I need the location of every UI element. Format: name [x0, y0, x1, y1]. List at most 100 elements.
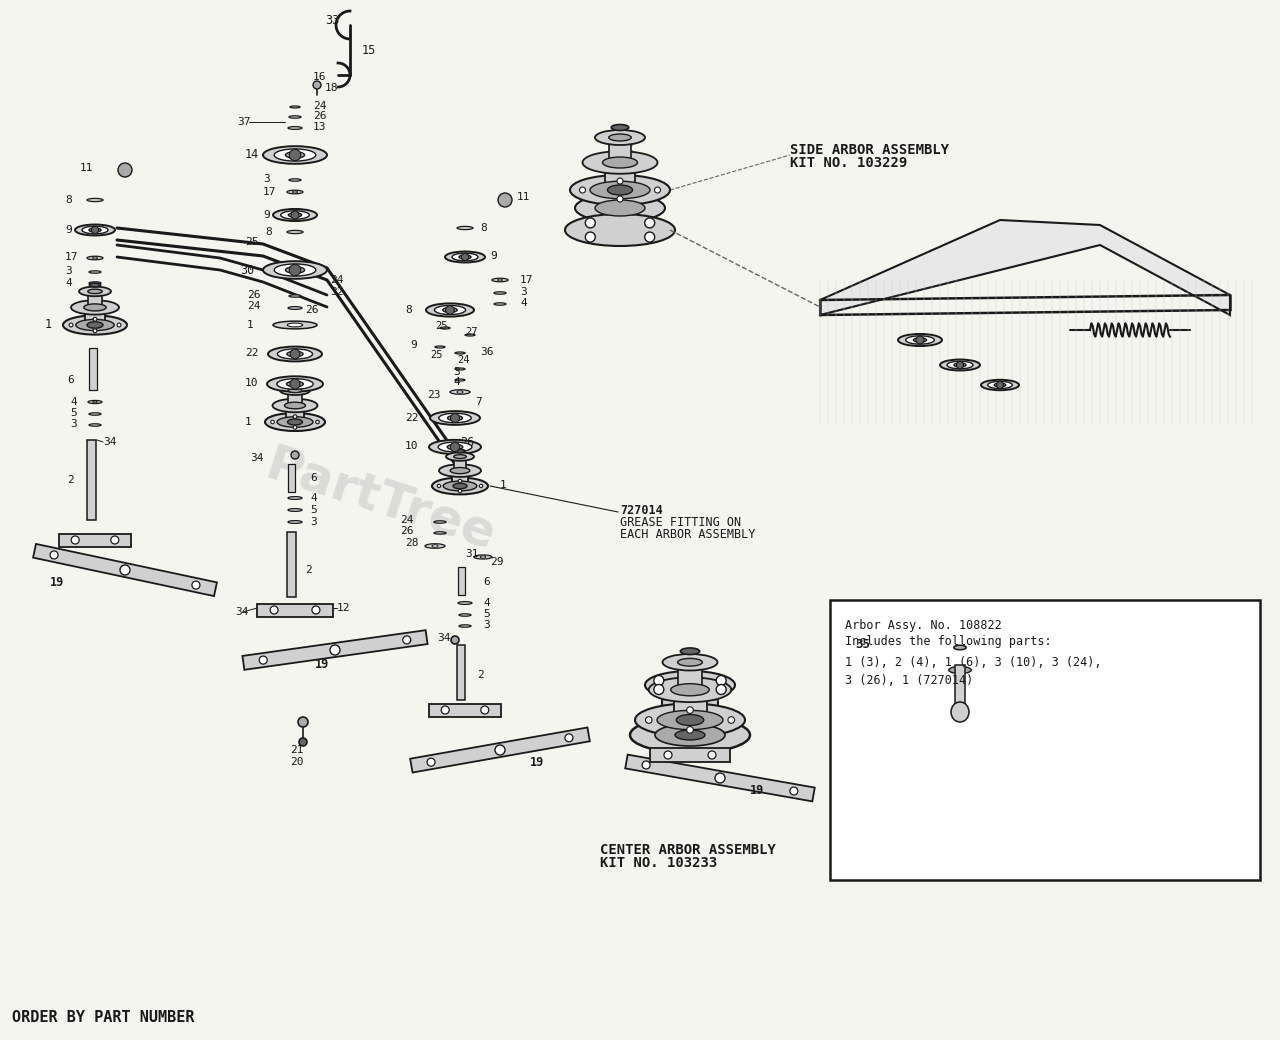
Ellipse shape	[284, 402, 306, 409]
Circle shape	[291, 451, 300, 459]
Ellipse shape	[285, 152, 305, 158]
Circle shape	[617, 178, 623, 184]
Bar	[87, 440, 96, 520]
Text: 5: 5	[70, 408, 77, 418]
Ellipse shape	[460, 255, 471, 259]
Bar	[829, 600, 1260, 880]
Circle shape	[654, 187, 660, 193]
Bar	[287, 532, 296, 597]
Text: 18: 18	[325, 83, 338, 93]
Text: 3: 3	[262, 174, 270, 184]
Ellipse shape	[90, 424, 101, 426]
Ellipse shape	[90, 270, 101, 274]
Circle shape	[298, 717, 308, 727]
Bar	[288, 464, 294, 492]
Text: 34: 34	[250, 453, 264, 463]
Text: 27: 27	[465, 327, 477, 337]
Text: Arbor Assy. No. 108822: Arbor Assy. No. 108822	[845, 619, 1002, 631]
Text: 23: 23	[428, 390, 440, 400]
Circle shape	[260, 656, 268, 665]
Text: 9: 9	[410, 340, 417, 350]
Ellipse shape	[454, 368, 465, 370]
Text: 31: 31	[465, 549, 479, 560]
Text: 16: 16	[314, 72, 326, 82]
Ellipse shape	[914, 338, 927, 342]
Circle shape	[314, 81, 321, 89]
Text: 26: 26	[399, 526, 413, 536]
Bar	[609, 137, 631, 162]
Text: 22: 22	[404, 413, 419, 423]
Ellipse shape	[288, 509, 302, 512]
Text: 24: 24	[247, 301, 261, 311]
Text: 13: 13	[314, 122, 326, 132]
Ellipse shape	[494, 303, 506, 305]
Ellipse shape	[438, 442, 472, 452]
Ellipse shape	[433, 545, 438, 547]
Ellipse shape	[276, 379, 314, 389]
Circle shape	[997, 382, 1004, 388]
Ellipse shape	[608, 185, 632, 196]
Bar	[285, 406, 305, 422]
Text: KIT NO. 103229: KIT NO. 103229	[790, 156, 908, 170]
Text: 11: 11	[517, 192, 530, 202]
Bar	[956, 648, 964, 657]
Ellipse shape	[474, 555, 492, 560]
Text: 5: 5	[310, 505, 316, 515]
Text: 37: 37	[237, 116, 251, 127]
Text: 10: 10	[404, 441, 419, 451]
Ellipse shape	[612, 125, 628, 130]
Ellipse shape	[453, 454, 466, 459]
Ellipse shape	[287, 382, 303, 387]
Ellipse shape	[262, 147, 326, 163]
Ellipse shape	[447, 444, 463, 449]
Ellipse shape	[677, 658, 703, 666]
Text: 35: 35	[855, 639, 870, 651]
Text: GREASE FITTING ON: GREASE FITTING ON	[620, 516, 741, 528]
Circle shape	[654, 676, 664, 685]
Circle shape	[293, 425, 297, 430]
Text: 3: 3	[483, 620, 490, 630]
Ellipse shape	[287, 190, 303, 193]
Text: 19: 19	[315, 658, 329, 672]
Bar	[86, 308, 105, 324]
Ellipse shape	[273, 321, 317, 329]
Text: 22: 22	[244, 348, 259, 358]
Circle shape	[451, 414, 460, 422]
Ellipse shape	[603, 157, 637, 168]
Ellipse shape	[262, 261, 326, 279]
Text: 3: 3	[70, 419, 77, 428]
Ellipse shape	[675, 730, 705, 740]
Text: 29: 29	[490, 557, 503, 567]
Text: 24: 24	[399, 515, 413, 525]
Circle shape	[270, 420, 274, 424]
Text: 10: 10	[244, 378, 259, 388]
Circle shape	[498, 193, 512, 207]
Circle shape	[93, 317, 97, 321]
Ellipse shape	[906, 336, 934, 344]
Ellipse shape	[458, 601, 472, 604]
Text: 8: 8	[480, 223, 486, 233]
Text: 34: 34	[102, 437, 116, 447]
Text: 2: 2	[305, 565, 312, 575]
Circle shape	[69, 323, 73, 327]
Text: 19: 19	[750, 783, 764, 797]
Text: 36: 36	[480, 347, 494, 357]
Ellipse shape	[293, 191, 297, 193]
Ellipse shape	[454, 352, 465, 354]
Circle shape	[717, 676, 726, 685]
Ellipse shape	[288, 497, 302, 499]
Circle shape	[458, 479, 462, 483]
Ellipse shape	[88, 400, 102, 404]
Circle shape	[654, 684, 664, 695]
Ellipse shape	[575, 194, 666, 222]
Ellipse shape	[289, 294, 301, 297]
Circle shape	[717, 684, 726, 695]
Text: KIT NO. 103233: KIT NO. 103233	[600, 856, 717, 870]
Ellipse shape	[288, 307, 302, 310]
Circle shape	[442, 706, 449, 714]
Ellipse shape	[494, 292, 506, 294]
Ellipse shape	[465, 334, 475, 336]
Polygon shape	[59, 534, 131, 546]
Text: 4: 4	[65, 278, 72, 288]
Ellipse shape	[87, 199, 102, 202]
